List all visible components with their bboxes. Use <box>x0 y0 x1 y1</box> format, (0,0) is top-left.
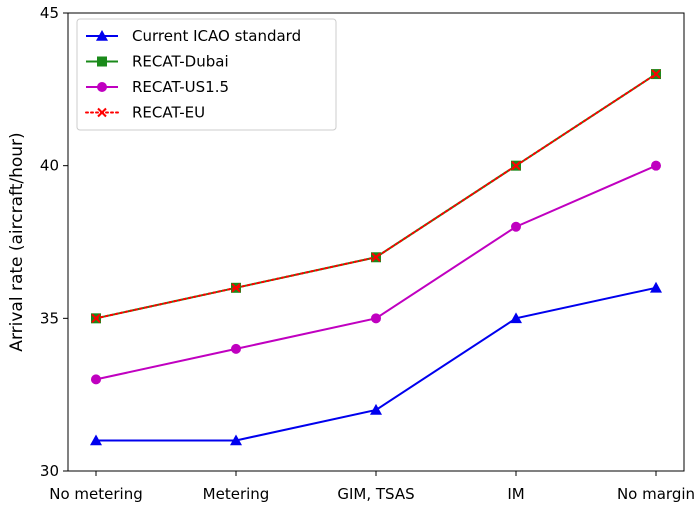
data-point <box>650 281 662 293</box>
y-tick-label: 40 <box>40 157 59 175</box>
legend-label: RECAT-US1.5 <box>132 78 229 96</box>
x-tick-label: GIM, TSAS <box>337 485 414 503</box>
legend-marker <box>97 82 107 92</box>
series-layer <box>90 69 662 446</box>
x-tick-label: IM <box>507 485 524 503</box>
legend-item: RECAT-Dubai <box>86 53 229 71</box>
x-stroke <box>97 107 107 118</box>
data-point <box>230 434 242 446</box>
series-line <box>95 164 657 381</box>
legend-item: RECAT-US1.5 <box>86 78 229 96</box>
data-point <box>231 343 241 354</box>
legend-marker <box>97 107 107 118</box>
legend-label: RECAT-EU <box>132 104 205 122</box>
data-point <box>90 434 102 446</box>
data-point <box>651 69 661 79</box>
legend-item: RECAT-EU <box>85 104 205 122</box>
data-point <box>371 313 381 324</box>
x-stroke <box>651 69 661 79</box>
y-axis-label: Arrival rate (aircraft/hour) <box>7 132 27 351</box>
data-point <box>371 252 381 262</box>
data-point <box>511 221 521 232</box>
y-tick-label: 45 <box>40 4 59 22</box>
data-point <box>510 312 522 324</box>
legend-marker <box>96 30 108 41</box>
legend-label: RECAT-Dubai <box>132 53 229 71</box>
data-point <box>231 283 241 293</box>
data-point <box>511 160 521 171</box>
x-tick-label: No margin <box>617 485 695 503</box>
series-3 <box>91 69 661 324</box>
data-point <box>91 313 101 324</box>
series-0 <box>90 281 662 446</box>
legend-label: Current ICAO standard <box>132 27 301 45</box>
axes: 30 35 40 45 No metering Metering GIM, TSAS IM No… <box>40 4 695 503</box>
x-stroke <box>231 283 241 293</box>
legend-marker <box>97 56 107 67</box>
x-stroke <box>91 313 101 324</box>
y-tick-label: 30 <box>40 462 59 480</box>
x-stroke <box>371 252 381 262</box>
series-line <box>96 286 657 442</box>
legend-item: Current ICAO standard <box>86 27 301 45</box>
legend-box <box>76 18 337 131</box>
x-tick-label: Metering <box>203 485 270 503</box>
y-tick-label: 35 <box>40 309 59 327</box>
data-point <box>91 374 101 385</box>
x-stroke <box>511 160 521 171</box>
data-point <box>370 403 382 415</box>
series-2 <box>91 160 661 385</box>
data-point <box>651 160 661 171</box>
x-tick-label: No metering <box>49 485 142 503</box>
legend: Current ICAO standard RECAT-Dubai RECAT-US… <box>76 18 337 131</box>
